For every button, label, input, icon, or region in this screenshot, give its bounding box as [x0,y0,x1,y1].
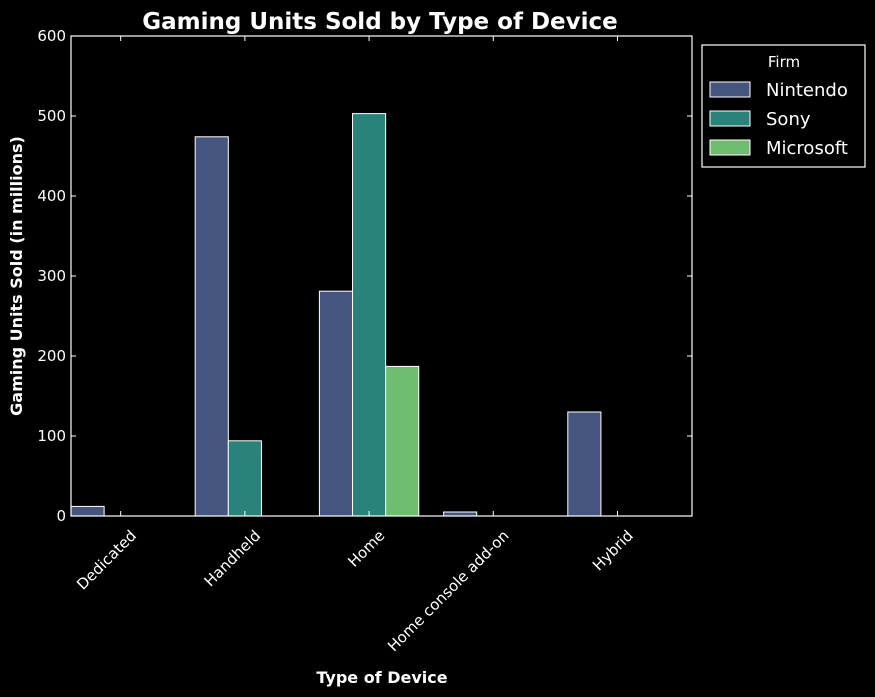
legend-swatch-microsoft [709,139,751,156]
legend-title: Firm [768,53,800,71]
x-axis-label: Type of Device [316,668,447,687]
y-tick-label-400: 400 [37,187,66,205]
bar-microsoft-2 [385,365,420,517]
bar-nintendo-1 [194,136,229,517]
bars-group [70,113,602,517]
y-axis: 0 100 200 300 400 500 600 [37,27,692,525]
y-tick-label-100: 100 [37,427,66,445]
legend-swatch-nintendo [709,81,751,98]
bar-sony-2 [352,113,387,517]
y-tick-label-200: 200 [37,347,66,365]
legend: Firm Nintendo Sony Microsoft [701,44,866,168]
bar-nintendo-0 [70,505,105,517]
y-tick-label-300: 300 [37,267,66,285]
legend-label-sony: Sony [766,109,811,130]
legend-swatch-sony [709,110,751,127]
legend-label-nintendo: Nintendo [766,80,848,101]
bar-nintendo-2 [318,290,354,517]
bar-nintendo-4 [567,411,602,517]
legend-label-microsoft: Microsoft [766,138,848,159]
y-tick-label-0: 0 [56,507,66,525]
chart-title: Gaming Units Sold by Type of Device [142,9,618,35]
y-tick-label-600: 600 [37,27,66,45]
bar-sony-1 [227,440,262,517]
y-axis-label: Gaming Units Sold (in millions) [7,136,26,416]
y-tick-label-500: 500 [37,107,66,125]
